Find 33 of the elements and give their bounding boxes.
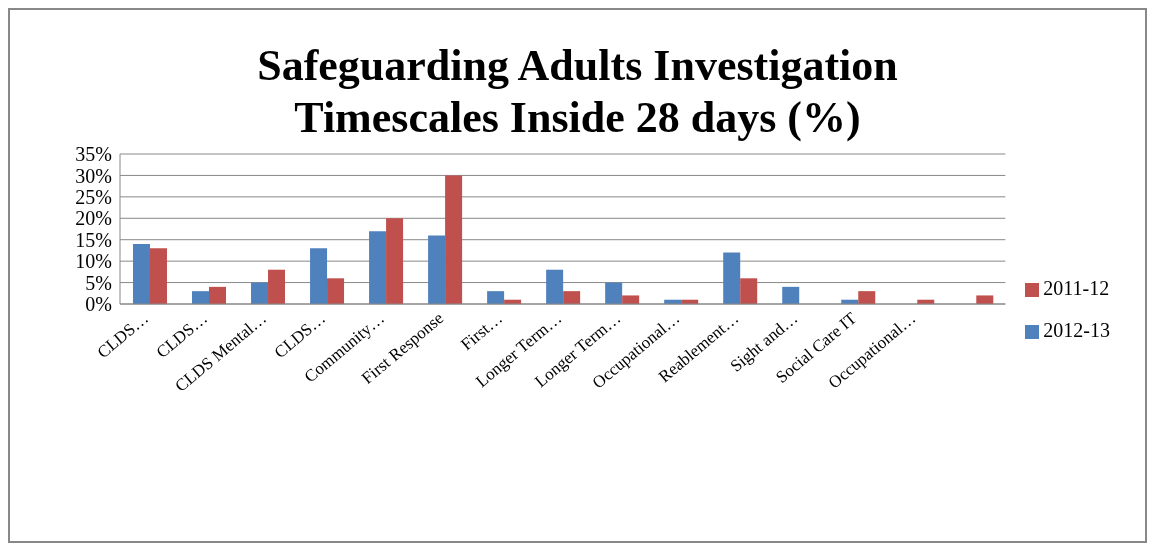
legend-label: 2012-13	[1043, 319, 1110, 341]
bar	[605, 282, 623, 304]
y-tick-label: 10%	[75, 250, 112, 273]
bar	[858, 291, 876, 304]
bar	[209, 286, 227, 304]
bar	[622, 295, 640, 304]
bar	[723, 252, 741, 304]
bar	[268, 269, 286, 304]
bar	[563, 291, 581, 304]
bar	[782, 286, 800, 304]
bar	[428, 235, 446, 304]
chart-title: Safeguarding Adults Investigation Timescales Inside 28 days (%)	[256, 40, 899, 144]
bar	[487, 291, 505, 304]
bar	[192, 291, 210, 304]
bar	[251, 282, 269, 304]
y-tick-label: 5%	[85, 271, 112, 294]
y-tick-label: 0%	[85, 293, 112, 316]
y-tick-label: 30%	[75, 164, 112, 187]
y-tick-label: 35%	[75, 143, 112, 166]
bar	[976, 295, 994, 304]
bar	[386, 218, 404, 304]
bar	[149, 248, 167, 304]
bar	[369, 231, 387, 304]
bar	[546, 269, 564, 304]
y-tick-label: 20%	[75, 207, 112, 230]
bar	[132, 244, 150, 304]
y-tick-label: 25%	[75, 185, 112, 208]
bar	[740, 278, 758, 304]
bar	[445, 175, 463, 304]
y-tick-label: 15%	[75, 228, 112, 251]
legend-label: 2011-12	[1043, 277, 1110, 299]
bar	[310, 248, 328, 304]
bar	[327, 278, 345, 304]
